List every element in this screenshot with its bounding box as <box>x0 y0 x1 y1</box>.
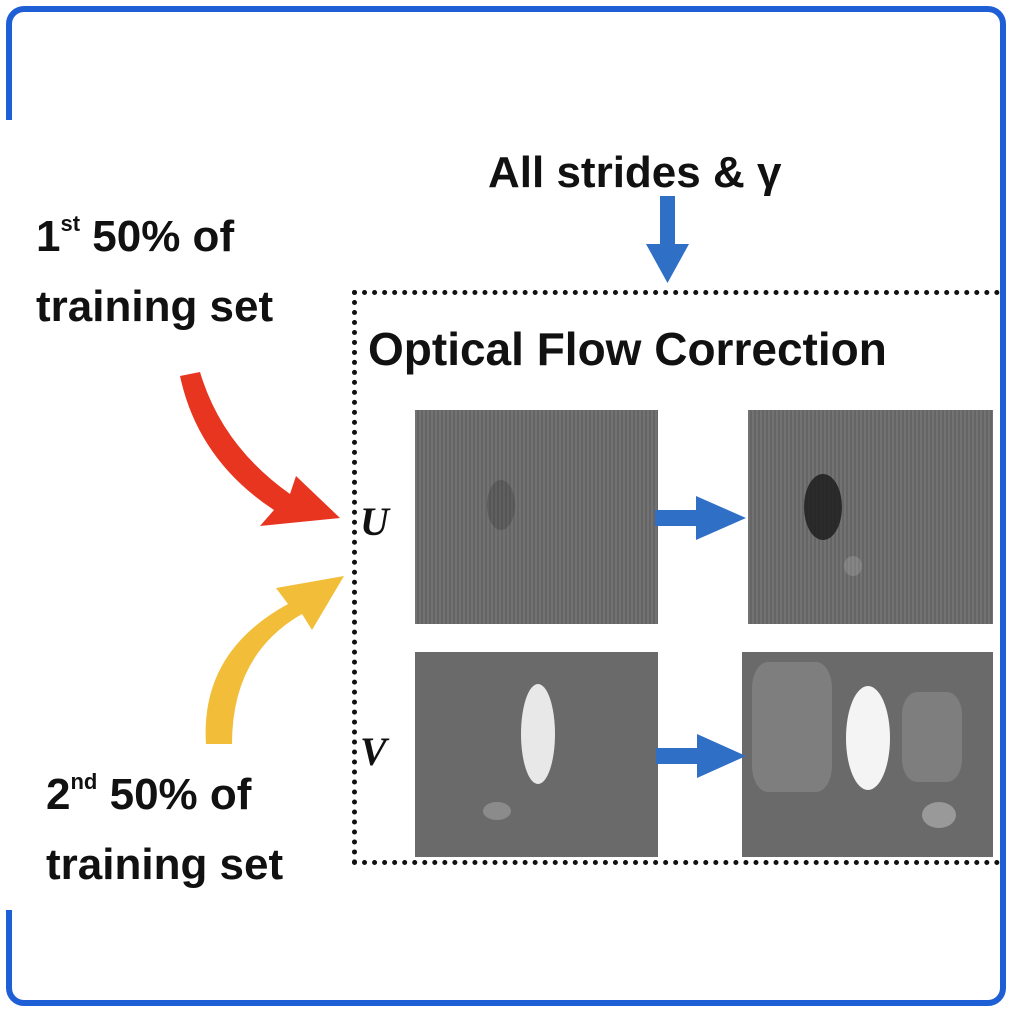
top-input-label: All strides & γ <box>488 148 782 197</box>
u-after-spot <box>804 474 842 540</box>
second-half-line1: 2nd 50% of <box>46 769 252 820</box>
u-before-spot <box>487 480 515 530</box>
v-after-patch-left <box>752 662 832 792</box>
second-half-line2: training set <box>46 840 284 889</box>
u-before-image <box>415 410 658 624</box>
u-after-image <box>748 410 993 624</box>
first-half-ordinal: 1 <box>36 212 61 261</box>
v-after-image <box>742 652 993 857</box>
v-after-faint-spot <box>922 802 956 828</box>
first-half-line1: 1st 50% of <box>36 211 235 262</box>
second-half-suffix: nd <box>70 769 98 794</box>
u-after-faint-spot <box>844 556 862 576</box>
row-u-label: U <box>360 499 389 544</box>
v-after-patch-right <box>902 692 962 782</box>
box-title: Optical Flow Correction <box>368 323 887 375</box>
v-before-faint-spot <box>483 802 511 820</box>
yellow-curved-arrow-icon <box>205 576 344 744</box>
right-arrow-icon-u <box>655 496 746 540</box>
frame-gap-left <box>0 120 18 910</box>
second-half-ordinal: 2 <box>46 770 71 819</box>
frame-gap-right <box>1006 120 1024 910</box>
first-half-suffix: st <box>60 211 81 236</box>
v-after-spot <box>846 686 890 790</box>
right-arrow-icon-v <box>656 734 746 778</box>
down-arrow-icon <box>646 196 689 283</box>
first-half-rest: 50% of <box>80 212 235 261</box>
row-v-label: V <box>360 729 387 774</box>
v-before-spot <box>521 684 555 784</box>
red-curved-arrow-icon <box>180 372 340 526</box>
optical-flow-correction-box <box>352 290 1000 865</box>
v-before-image <box>415 652 658 857</box>
first-half-line2: training set <box>36 282 274 331</box>
second-half-rest: 50% of <box>97 770 252 819</box>
